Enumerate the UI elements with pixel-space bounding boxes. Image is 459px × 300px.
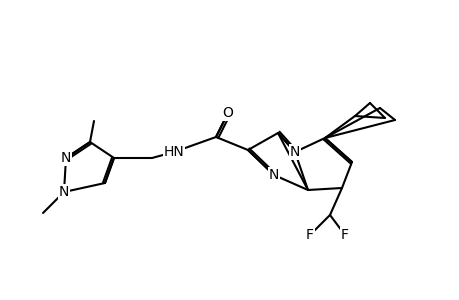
Text: O: O xyxy=(222,106,233,120)
Text: N: N xyxy=(289,145,300,159)
Text: F: F xyxy=(340,228,348,242)
Text: F: F xyxy=(305,228,313,242)
Text: N: N xyxy=(59,185,69,199)
Text: HN: HN xyxy=(163,145,184,159)
Text: N: N xyxy=(268,168,279,182)
Text: N: N xyxy=(61,151,71,165)
